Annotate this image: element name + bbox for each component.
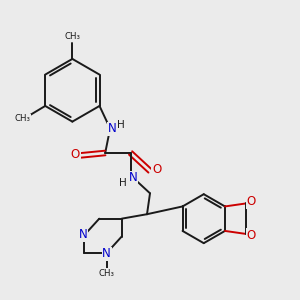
Text: O: O xyxy=(247,229,256,242)
Text: O: O xyxy=(152,163,161,176)
Text: H: H xyxy=(117,120,125,130)
Text: O: O xyxy=(247,196,256,208)
Text: N: N xyxy=(102,247,111,260)
Text: H: H xyxy=(119,178,127,188)
Text: CH₃: CH₃ xyxy=(15,114,31,123)
Text: O: O xyxy=(71,148,80,161)
Text: CH₃: CH₃ xyxy=(65,32,81,41)
Text: N: N xyxy=(108,122,116,135)
Text: N: N xyxy=(129,171,137,184)
Text: CH₃: CH₃ xyxy=(99,269,115,278)
Text: N: N xyxy=(78,228,87,241)
